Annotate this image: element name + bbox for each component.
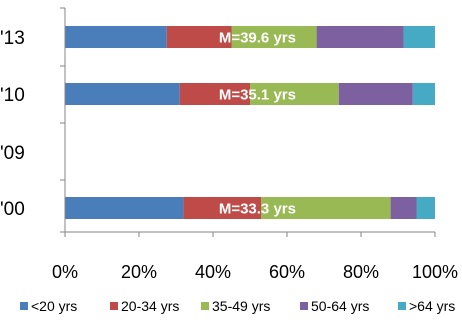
- legend-swatch: [300, 302, 308, 310]
- bar-segment: [65, 83, 180, 105]
- bar-segment: [231, 26, 317, 48]
- x-tick-label: 100%: [412, 262, 458, 282]
- bar-segment: [412, 83, 435, 105]
- bar-segment: [390, 197, 417, 219]
- bar-segment: [416, 197, 435, 219]
- legend-label: <20 yrs: [31, 298, 77, 314]
- bar-segment: [179, 83, 250, 105]
- legend-label: 35-49 yrs: [212, 298, 270, 314]
- bar-segment: [65, 26, 167, 48]
- y-tick-label: '10: [0, 85, 25, 106]
- x-tick-label: 60%: [269, 262, 305, 282]
- bar-segment: [166, 26, 232, 48]
- x-tick-label: 0%: [52, 262, 78, 282]
- bar-segment: [338, 83, 413, 105]
- bar-mean-label: M=35.1 yrs: [219, 87, 296, 104]
- legend-swatch: [110, 302, 118, 310]
- legend-label: >64 yrs: [409, 298, 455, 314]
- y-tick-label: '13: [0, 28, 25, 49]
- legend-label: 20-34 yrs: [121, 298, 179, 314]
- bar-mean-label: M=33.3 yrs: [219, 201, 296, 218]
- y-tick-label: '09: [0, 143, 25, 164]
- legend-label: 50-64 yrs: [311, 298, 369, 314]
- bar-mean-label: M=39.6 yrs: [219, 30, 296, 47]
- x-tick-label: 20%: [121, 262, 157, 282]
- bar-segment: [183, 197, 262, 219]
- bar-segment: [250, 83, 339, 105]
- x-tick-label: 80%: [343, 262, 379, 282]
- bar-segment: [65, 197, 184, 219]
- x-tick-label: 40%: [195, 262, 231, 282]
- legend-swatch: [20, 302, 28, 310]
- legend-swatch: [201, 302, 209, 310]
- legend-swatch: [398, 302, 406, 310]
- y-tick-label: '00: [0, 199, 25, 220]
- bar-segment: [316, 26, 404, 48]
- bar-segment: [403, 26, 435, 48]
- bar-segment: [261, 197, 391, 219]
